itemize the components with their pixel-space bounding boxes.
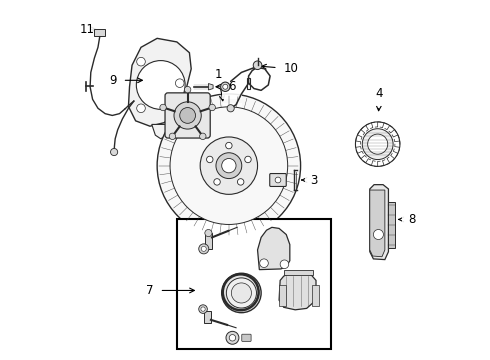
Circle shape xyxy=(199,133,206,140)
Circle shape xyxy=(184,86,191,93)
Circle shape xyxy=(201,307,205,311)
Circle shape xyxy=(201,246,206,251)
Text: 8: 8 xyxy=(399,213,416,226)
Circle shape xyxy=(136,60,185,109)
Circle shape xyxy=(373,229,383,239)
Circle shape xyxy=(205,229,212,237)
Circle shape xyxy=(280,260,289,269)
Circle shape xyxy=(229,334,236,341)
Circle shape xyxy=(221,158,236,173)
Text: 4: 4 xyxy=(376,87,383,111)
Circle shape xyxy=(207,156,213,163)
FancyBboxPatch shape xyxy=(270,174,286,186)
Text: 9: 9 xyxy=(109,74,143,87)
Bar xyxy=(95,29,105,36)
Circle shape xyxy=(231,283,251,303)
Circle shape xyxy=(160,104,166,111)
Text: 3: 3 xyxy=(302,174,318,186)
Circle shape xyxy=(223,84,228,89)
Circle shape xyxy=(137,57,146,66)
Bar xyxy=(285,270,313,275)
Circle shape xyxy=(225,142,232,149)
Bar xyxy=(247,78,250,89)
Bar xyxy=(389,202,395,248)
Bar xyxy=(313,285,319,306)
Polygon shape xyxy=(279,273,316,310)
Circle shape xyxy=(227,105,234,112)
Circle shape xyxy=(245,156,251,163)
Circle shape xyxy=(157,94,300,237)
Circle shape xyxy=(260,259,269,267)
Polygon shape xyxy=(370,185,389,260)
Text: 2: 2 xyxy=(247,174,266,186)
Text: 6: 6 xyxy=(216,80,236,93)
Circle shape xyxy=(226,278,256,308)
Polygon shape xyxy=(208,84,213,90)
Circle shape xyxy=(170,107,288,225)
Polygon shape xyxy=(128,39,191,126)
FancyBboxPatch shape xyxy=(242,334,251,341)
Text: 7: 7 xyxy=(146,284,195,297)
Circle shape xyxy=(214,179,220,185)
Circle shape xyxy=(221,273,261,313)
Circle shape xyxy=(174,102,201,129)
Circle shape xyxy=(226,331,239,344)
Bar xyxy=(177,220,331,348)
Circle shape xyxy=(169,133,176,140)
Polygon shape xyxy=(258,227,290,270)
Circle shape xyxy=(111,148,118,156)
Bar xyxy=(204,311,211,323)
Circle shape xyxy=(180,108,196,123)
Circle shape xyxy=(199,305,207,314)
Circle shape xyxy=(199,244,209,254)
Circle shape xyxy=(216,153,242,179)
Polygon shape xyxy=(370,190,385,257)
FancyBboxPatch shape xyxy=(165,93,210,138)
Bar xyxy=(205,233,212,249)
Circle shape xyxy=(137,104,146,113)
Circle shape xyxy=(209,104,216,111)
Circle shape xyxy=(200,137,258,194)
Polygon shape xyxy=(152,125,169,139)
Circle shape xyxy=(238,179,244,185)
Text: 1: 1 xyxy=(214,68,224,101)
Circle shape xyxy=(175,79,184,87)
Text: 10: 10 xyxy=(262,62,298,75)
Circle shape xyxy=(275,177,281,183)
Circle shape xyxy=(220,82,230,91)
Circle shape xyxy=(368,134,388,154)
Text: 11: 11 xyxy=(80,23,96,36)
Circle shape xyxy=(253,61,262,69)
Circle shape xyxy=(362,129,393,159)
Bar xyxy=(279,285,286,306)
Text: 5: 5 xyxy=(213,109,236,122)
